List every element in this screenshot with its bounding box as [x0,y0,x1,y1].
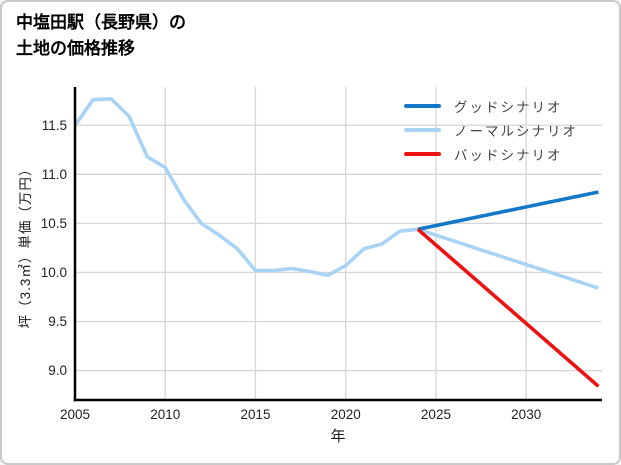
y-tick-label: 9.0 [48,363,67,378]
x-tick-label: 2010 [150,407,180,422]
y-tick-label: 11.0 [42,167,67,182]
y-axis-label: 坪（3.3㎡）単価（万円） [18,161,33,329]
chart-title-line1: 中塩田駅（長野県）の [16,13,186,32]
normal-scenario-line [73,97,599,290]
x-tick-label: 2015 [240,407,270,422]
chart-title: 中塩田駅（長野県）の 土地の価格推移 [16,10,186,62]
y-tick-label: 9.5 [48,314,67,329]
good-scenario-line [417,190,599,232]
y-tick-label: 11.5 [42,118,67,133]
bad-scenario-legend-label: バッドシナリオ [454,148,563,163]
x-tick-label: 2005 [60,407,90,422]
y-tick-label: 10.0 [41,265,67,280]
normal-scenario-legend-label: ノーマルシナリオ [454,124,578,139]
x-axis-label: 年 [330,428,346,445]
legend: グッドシナリオ ノーマルシナリオ バッドシナリオ [404,94,578,166]
bad-scenario-legend-swatch [404,152,441,156]
normal-scenario-legend-swatch [404,128,441,132]
good-scenario-legend-label: グッドシナリオ [454,100,563,115]
legend-item-good-scenario: グッドシナリオ [404,94,578,118]
chart-title-line2: 土地の価格推移 [16,39,135,58]
good-scenario-legend-swatch [404,104,441,108]
legend-item-bad-scenario: バッドシナリオ [404,142,578,166]
x-tick-label: 2030 [511,407,541,422]
x-tick-label: 2025 [421,407,451,422]
x-tick-label: 2020 [331,407,361,422]
bad-scenario-line [416,227,600,388]
y-tick-label: 10.5 [41,216,67,231]
legend-item-normal-scenario: ノーマルシナリオ [404,118,578,142]
